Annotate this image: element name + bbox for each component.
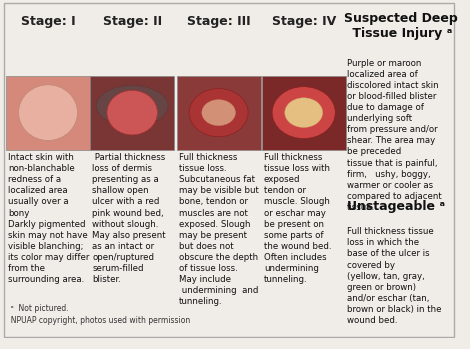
Text: Stage: II: Stage: II [102,15,162,28]
Ellipse shape [285,98,322,127]
Text: Full thickness tissue
loss in which the
base of the ulcer is
covered by
(yellow,: Full thickness tissue loss in which the … [347,227,442,325]
Text: Partial thickness
loss of dermis
presenting as a
shallow open
ulcer with a red
p: Partial thickness loss of dermis present… [93,153,166,284]
Ellipse shape [189,89,248,137]
Ellipse shape [107,90,157,135]
FancyBboxPatch shape [6,75,90,150]
Ellipse shape [96,86,168,126]
Text: Stage: III: Stage: III [187,15,251,28]
Text: Full thickness
tissue loss with
exposed
tendon or
muscle. Slough
or eschar may
b: Full thickness tissue loss with exposed … [264,153,331,284]
Ellipse shape [202,100,235,126]
FancyBboxPatch shape [90,75,174,150]
Text: Suspected Deep
 Tissue Injury ᵃ: Suspected Deep Tissue Injury ᵃ [344,12,457,39]
Text: Purple or maroon
localized area of
discolored intact skin
or blood-filled bliste: Purple or maroon localized area of disco… [347,59,442,212]
Text: Stage: I: Stage: I [21,15,75,28]
Ellipse shape [272,87,335,139]
Ellipse shape [18,85,78,140]
Text: Unstageable ᵃ: Unstageable ᵃ [347,200,445,213]
Text: ᵃ  Not pictured.
  NPUAP copyright, photos used with permission: ᵃ Not pictured. NPUAP copyright, photos … [6,304,190,325]
FancyBboxPatch shape [262,75,346,150]
FancyBboxPatch shape [177,75,261,150]
Text: Full thickness
tissue loss.
Subcutaneous fat
may be visible but
bone, tendon or
: Full thickness tissue loss. Subcutaneous… [179,153,258,306]
Text: Stage: IV: Stage: IV [272,15,336,28]
Text: Intact skin with
non-blanchable
redness of a
localized area
usually over a
bony
: Intact skin with non-blanchable redness … [8,153,90,284]
